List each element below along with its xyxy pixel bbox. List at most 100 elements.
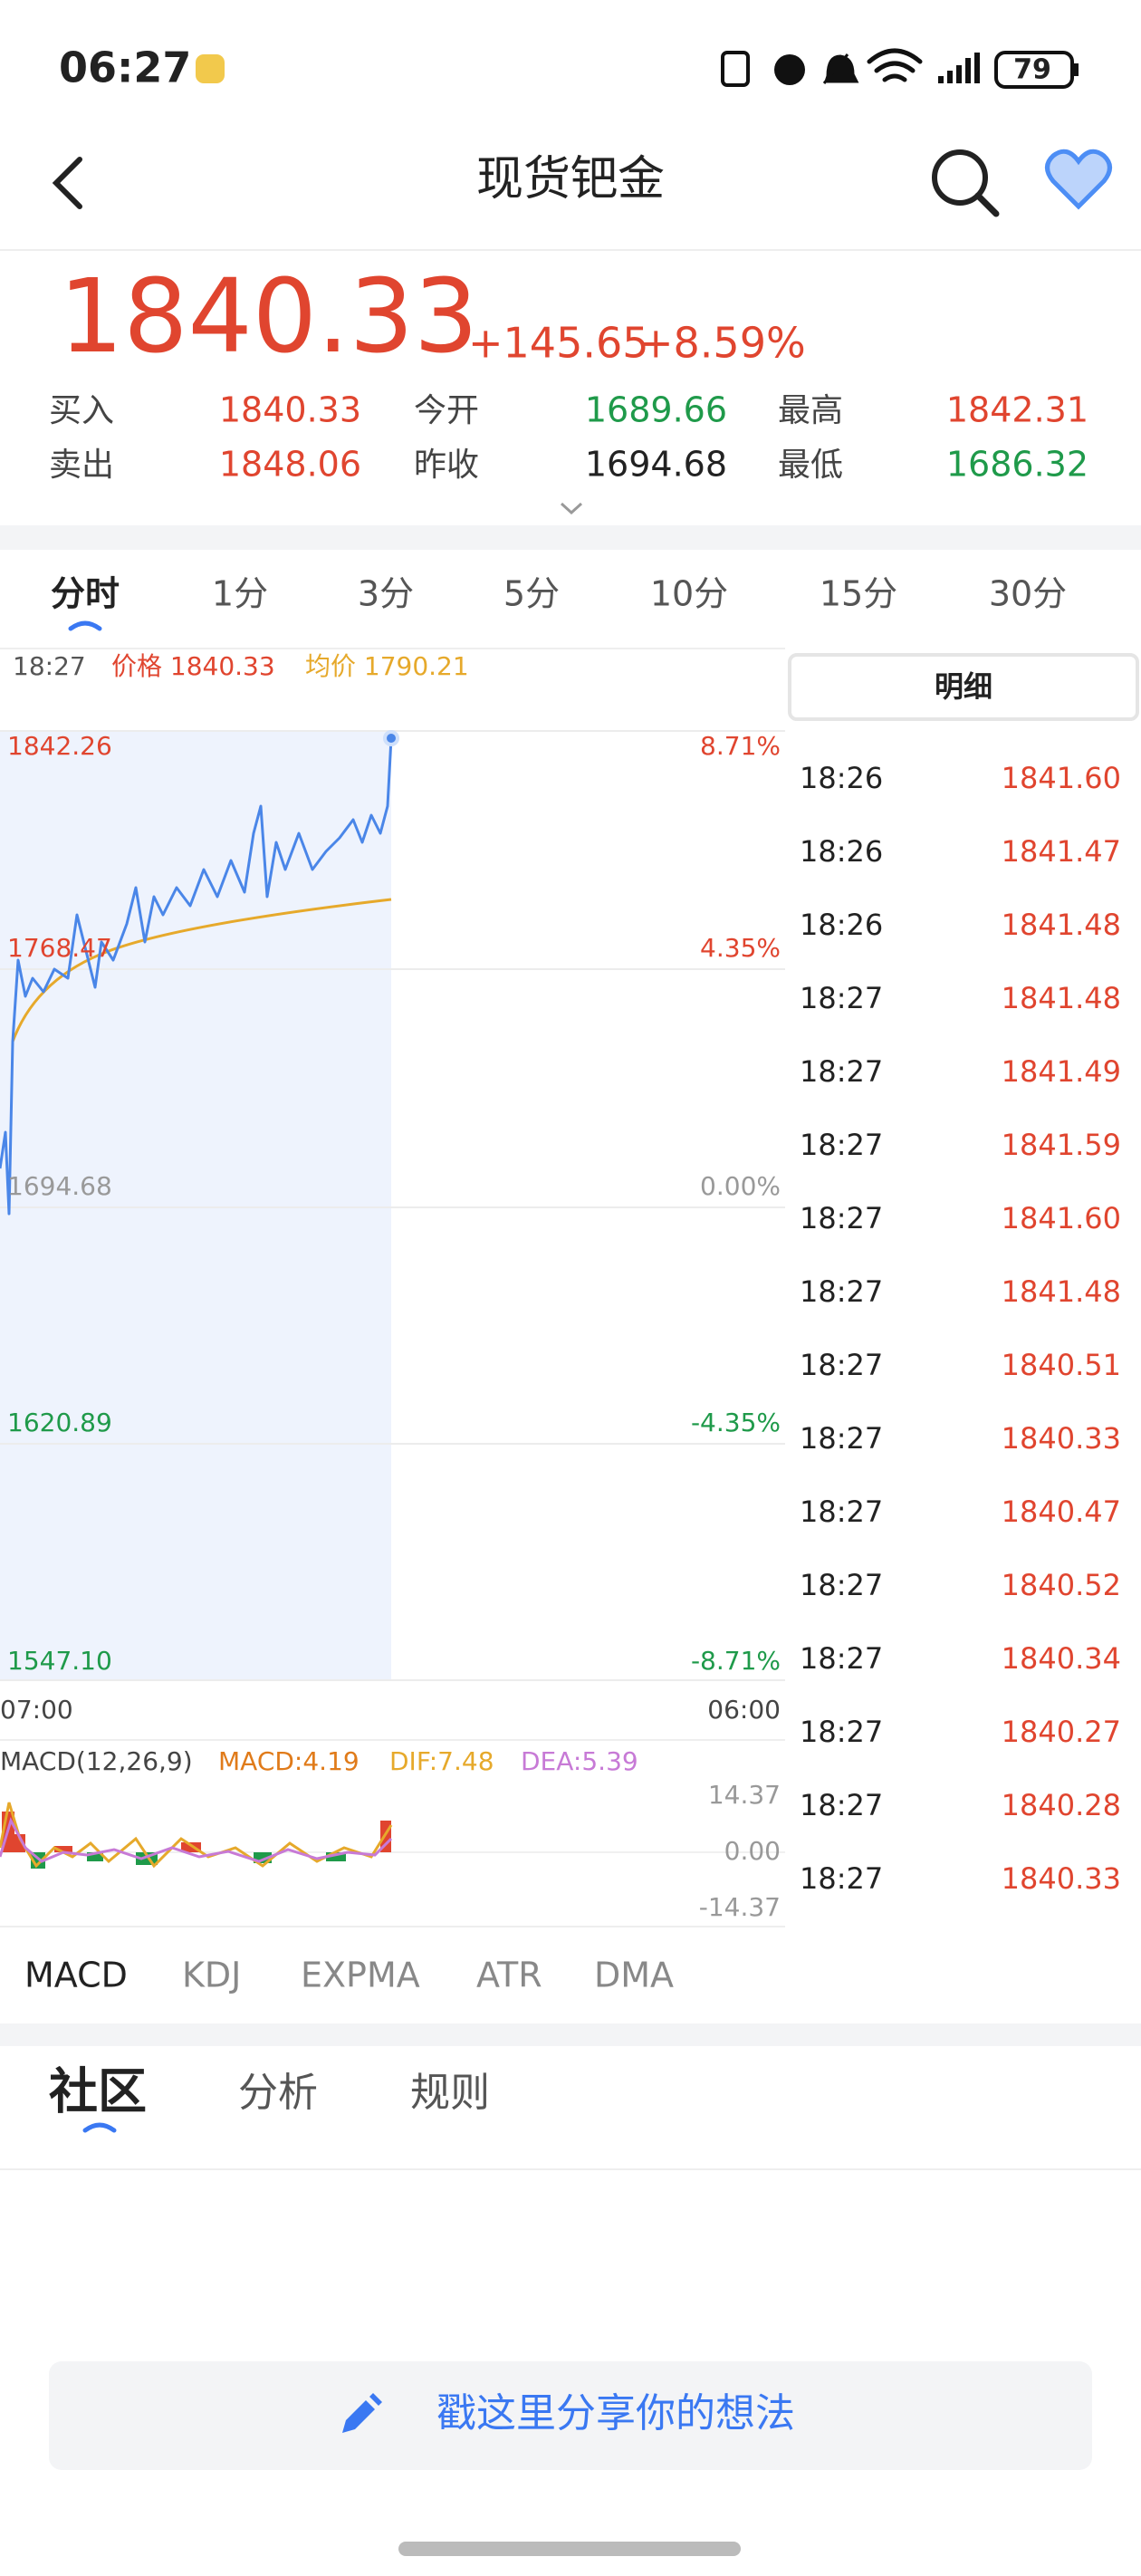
pct-axis-label: 4.35% [700,933,781,963]
field-value: 1848.06 [219,445,361,485]
field-value: 1689.66 [585,390,727,430]
average-line [11,898,392,1043]
period-tab[interactable]: 30分 [989,574,1067,614]
price-change-pct: +8.59% [638,319,806,368]
field-label: 最高 [778,392,843,429]
info-price: 价格 1840.33 [111,651,275,681]
detail-time: 18:27 [800,1495,883,1529]
indicator-tab[interactable]: ATR [476,1956,542,1995]
last-price: 1840.33 [59,258,478,376]
period-tab[interactable]: 5分 [503,574,560,614]
detail-time: 18:27 [800,1568,883,1602]
comment-input[interactable] [49,2361,1092,2470]
detail-time: 18:26 [800,834,883,869]
signal-bar [938,76,944,83]
page-title: 现货钯金 [476,152,665,207]
detail-price: 1840.27 [1002,1715,1121,1749]
period-tab[interactable]: 3分 [358,574,414,614]
period-tab[interactable]: 10分 [650,574,728,614]
tab-indicator [68,620,102,631]
detail-time: 18:27 [800,1788,883,1822]
macd-histogram [2,1812,391,1869]
field-value: 1842.31 [946,390,1088,430]
detail-price: 1840.33 [1002,1421,1121,1456]
price-axis-label: 1694.68 [7,1171,112,1201]
detail-price: 1841.48 [1002,1274,1121,1309]
detail-price: 1840.28 [1002,1788,1121,1822]
detail-price: 1841.48 [1002,908,1121,942]
time-axis-start: 07:00 [0,1695,73,1725]
battery-icon [994,51,1074,89]
macd-axis-label: -14.37 [699,1892,781,1922]
detail-price: 1841.60 [1002,1201,1121,1235]
indicator-tab[interactable]: EXPMA [301,1956,420,1995]
signal-bar [965,58,971,83]
dea-value: DEA:5.39 [521,1746,638,1776]
info-avg: 均价 1790.21 [305,651,469,681]
field-value: 1686.32 [946,445,1088,485]
search-circle [932,149,988,206]
community-tab[interactable]: 分析 [238,2070,318,2116]
indicator-tab[interactable]: DMA [594,1956,674,1995]
alarm-icon [774,54,805,85]
price-line [0,737,393,1216]
status-time: 06:27 [59,43,191,92]
detail-price: 1841.60 [1002,761,1121,795]
signal-bar [956,65,962,83]
macd-bar [87,1852,103,1861]
dif-value: DIF:7.48 [389,1746,494,1776]
detail-time: 18:27 [800,1715,883,1749]
battery-tip [1074,63,1079,76]
pct-axis-label: -8.71% [691,1646,781,1676]
indicator-tab[interactable]: KDJ [182,1956,241,1995]
favorite-button[interactable] [1045,149,1112,210]
detail-time: 18:27 [800,1128,883,1162]
search-handle [974,192,1000,217]
community-tab[interactable]: 社区 [49,2063,147,2120]
detail-time: 18:27 [800,1274,883,1309]
search-button[interactable] [932,149,1000,217]
community-tab[interactable]: 规则 [410,2070,490,2116]
detail-price: 1840.52 [1002,1568,1121,1602]
app-icon [196,54,225,83]
field-label: 昨收 [414,447,479,484]
period-tab[interactable]: 15分 [820,574,897,614]
macd-title: MACD(12,26,9) [0,1746,193,1776]
input-placeholder: 戳这里分享你的想法 [436,2390,795,2437]
signal-bar [947,71,953,83]
macd-value: MACD:4.19 [218,1746,360,1776]
detail-price: 1841.47 [1002,834,1121,869]
section-gap [0,525,1141,550]
macd-bar [181,1842,201,1852]
detail-time: 18:27 [800,1641,883,1676]
price-axis-label: 1842.26 [7,731,112,761]
indicator-tab[interactable]: MACD [24,1956,128,1995]
home-indicator [398,2542,741,2556]
macd-axis-label: 0.00 [724,1836,781,1866]
dif-line [0,1802,393,1869]
pct-axis-label: 8.71% [700,731,781,761]
detail-price: 1840.51 [1002,1348,1121,1382]
price-axis-label: 1620.89 [7,1408,112,1437]
price-change: +145.65 [468,319,649,368]
field-label: 买入 [49,392,114,429]
period-tab[interactable]: 分时 [51,574,120,614]
last-price-dot [383,730,399,746]
macd-bar [14,1834,25,1852]
detail-tab[interactable] [788,653,1139,721]
detail-price: 1841.59 [1002,1128,1121,1162]
expand-chevron[interactable] [560,502,583,515]
period-tab[interactable]: 1分 [212,574,268,614]
price-axis-label: 1768.47 [7,933,112,963]
field-label: 今开 [414,392,479,429]
wifi-icon [867,48,923,82]
battery-level: 79 [1013,54,1051,86]
info-time: 18:27 [13,651,86,681]
field-label: 卖出 [49,447,114,484]
grid [0,730,785,1681]
field-value: 1694.68 [585,445,727,485]
field-label: 最低 [778,447,843,484]
field-value: 1840.33 [219,390,361,430]
back-button[interactable] [52,157,82,209]
